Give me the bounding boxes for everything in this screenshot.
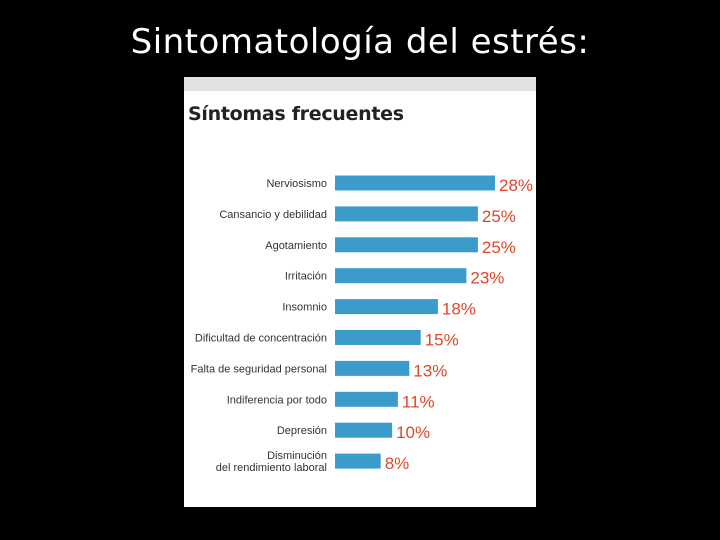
category-label: Dificultad de concentración (195, 333, 327, 345)
bar (335, 330, 421, 345)
value-label: 15% (425, 331, 459, 350)
category-label: Insomnio (282, 302, 327, 314)
value-label: 11% (402, 392, 435, 411)
category-label: Indiferencia por todo (227, 394, 327, 406)
value-label: 28% (499, 176, 533, 195)
category-label: Falta de seguridad personal (191, 363, 327, 375)
bar (335, 206, 478, 222)
category-label: Agotamiento (265, 240, 327, 252)
value-label: 18% (442, 300, 476, 319)
value-label: 23% (470, 269, 504, 288)
category-label: Disminución del rendimiento laboral (216, 450, 327, 474)
slide-title: Sintomatología del estrés: (130, 22, 590, 62)
bar-chart: Nerviosismo 28% Cansancio y debilidad 25% Ag… (191, 175, 533, 474)
bar (335, 453, 381, 469)
category-label: Depresión (277, 425, 327, 437)
bar (335, 299, 438, 315)
bar (335, 237, 478, 253)
chart-panel: Síntomas frecuentes Nerviosismo 28% Cansan… (184, 77, 536, 507)
value-label: 25% (482, 238, 516, 257)
bar (335, 360, 410, 376)
bar (335, 422, 393, 438)
chart-top-strip (184, 77, 536, 91)
category-label: Irritación (285, 271, 327, 283)
bar (335, 391, 398, 407)
category-label: Nerviosismo (266, 178, 327, 190)
value-label: 8% (385, 454, 410, 473)
value-label: 13% (413, 361, 447, 380)
chart-title: Síntomas frecuentes (188, 103, 404, 125)
category-label: Cansancio y debilidad (219, 209, 327, 221)
value-label: 25% (482, 207, 516, 226)
bar (335, 175, 495, 191)
bar (335, 268, 467, 284)
value-label: 10% (396, 423, 430, 442)
